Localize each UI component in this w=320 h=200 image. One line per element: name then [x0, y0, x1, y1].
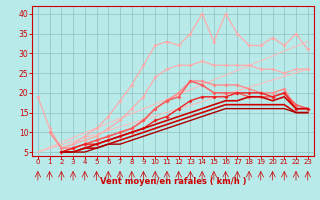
X-axis label: Vent moyen/en rafales ( km/h ): Vent moyen/en rafales ( km/h ): [100, 177, 246, 186]
